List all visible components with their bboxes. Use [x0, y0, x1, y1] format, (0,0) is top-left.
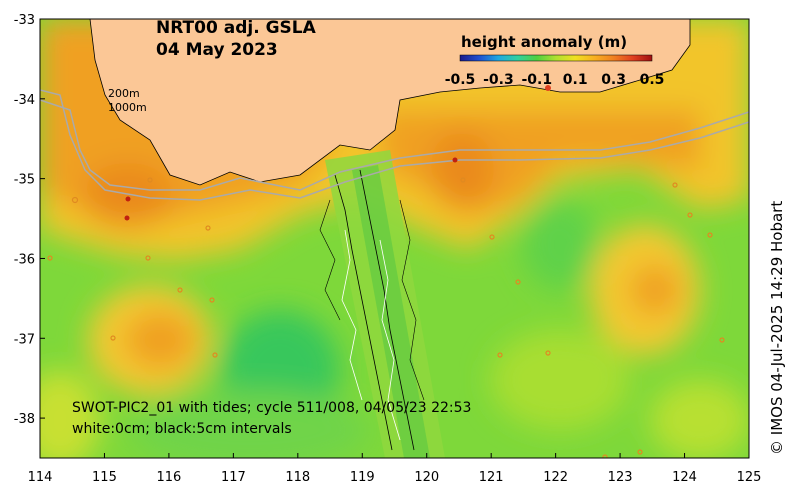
- x-tick-label: 123: [608, 470, 633, 485]
- credit-text: © IMOS 04-Jul-2025 14:29 Hobart: [768, 201, 786, 455]
- contour-200m: [40, 99, 749, 191]
- y-tick-label: -33: [14, 13, 35, 28]
- y-tick-label: -34: [14, 93, 35, 108]
- colorbar-bar: [459, 54, 653, 62]
- colorbar: height anomaly (m) -0.5 -0.3 -0.1 0.1 0.3 0.5: [445, 33, 665, 88]
- contour-label-1000m: 1000m: [108, 101, 147, 114]
- y-tick-label: -36: [14, 252, 35, 267]
- x-tick-label: 122: [543, 470, 568, 485]
- y-axis: -33 -34 -35 -36 -37 -38: [14, 13, 45, 427]
- colorbar-tick-label: 0.1: [563, 72, 588, 88]
- anomaly-field: [40, 19, 749, 458]
- x-tick-label: 125: [737, 470, 762, 485]
- x-tick-label: 119: [350, 470, 375, 485]
- cool-patch-south: [130, 390, 370, 458]
- colorbar-ticks: -0.5 -0.3 -0.1 0.1 0.3 0.5: [445, 72, 665, 88]
- x-tick-label: 114: [28, 470, 53, 485]
- x-tick-label: 117: [221, 470, 246, 485]
- yellow-green-south: [490, 330, 630, 430]
- x-tick-label: 120: [414, 470, 439, 485]
- colorbar-tick-label: -0.3: [483, 72, 514, 88]
- colorbar-tick-label: 0.3: [601, 72, 626, 88]
- yellow-green-west: [40, 370, 100, 458]
- cool-patch-east: [522, 200, 598, 290]
- x-tick-label: 115: [92, 470, 117, 485]
- colorbar-tick-label: 0.5: [640, 72, 665, 88]
- east-eddy-core: [630, 265, 680, 315]
- contour-label-200m: 200m: [108, 87, 140, 100]
- y-tick-label: -38: [14, 412, 35, 427]
- plot-frame: [39, 18, 750, 459]
- southwest-eddy-core: [125, 312, 195, 368]
- colorbar-tick-label: -0.5: [445, 72, 476, 88]
- x-tick-label: 116: [156, 470, 181, 485]
- y-tick-label: -35: [14, 173, 35, 188]
- x-axis: 114 115 116 117 118 119 120 121 122 123 124 125: [28, 453, 762, 485]
- central-eddy-core: [430, 130, 494, 210]
- swath-caption-line1: SWOT-PIC2_01 with tides; cycle 511/008, …: [72, 400, 471, 416]
- swath-caption-line2: white:0cm; black:5cm intervals: [72, 421, 292, 437]
- map-date: 04 May 2023: [156, 40, 278, 60]
- x-tick-label: 121: [479, 470, 504, 485]
- yellow-green-southeast: [650, 380, 749, 458]
- west-eddy-core: [83, 163, 173, 227]
- swot-swath: [319, 150, 445, 458]
- x-tick-label: 118: [285, 470, 310, 485]
- colorbar-tick-label: -0.1: [521, 72, 552, 88]
- x-tick-label: 124: [672, 470, 697, 485]
- colorbar-title: height anomaly (m): [461, 33, 627, 51]
- contour-1000m: [40, 89, 749, 201]
- map-title: NRT00 adj. GSLA: [156, 18, 317, 38]
- y-tick-label: -37: [14, 332, 35, 347]
- observation-points: [47, 85, 725, 458]
